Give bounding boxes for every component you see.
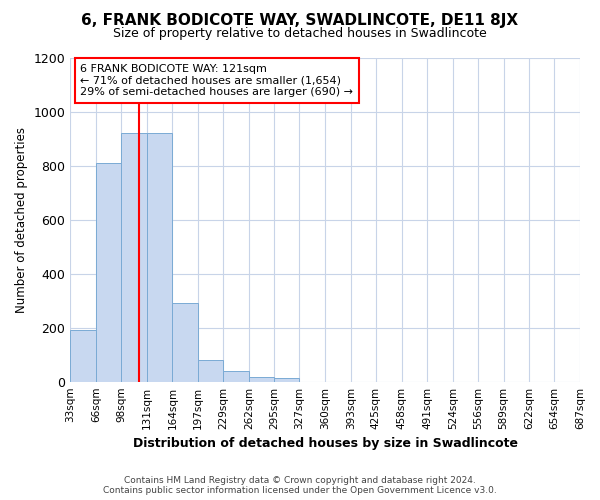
Text: Size of property relative to detached houses in Swadlincote: Size of property relative to detached ho… [113,28,487,40]
Bar [172,304,198,382]
Text: 6, FRANK BODICOTE WAY, SWADLINCOTE, DE11 8JX: 6, FRANK BODICOTE WAY, SWADLINCOTE, DE11… [82,12,518,28]
X-axis label: Distribution of detached houses by size in Swadlincote: Distribution of detached houses by size … [133,437,518,450]
Bar [198,360,223,382]
Bar [121,133,146,382]
Bar [249,377,274,382]
Text: 6 FRANK BODICOTE WAY: 121sqm
← 71% of detached houses are smaller (1,654)
29% of: 6 FRANK BODICOTE WAY: 121sqm ← 71% of de… [80,64,353,97]
Bar [274,378,299,382]
Bar [96,163,121,382]
Bar [223,372,249,382]
Bar [146,133,172,382]
Text: Contains HM Land Registry data © Crown copyright and database right 2024.
Contai: Contains HM Land Registry data © Crown c… [103,476,497,495]
Y-axis label: Number of detached properties: Number of detached properties [15,126,28,312]
Bar [70,330,96,382]
